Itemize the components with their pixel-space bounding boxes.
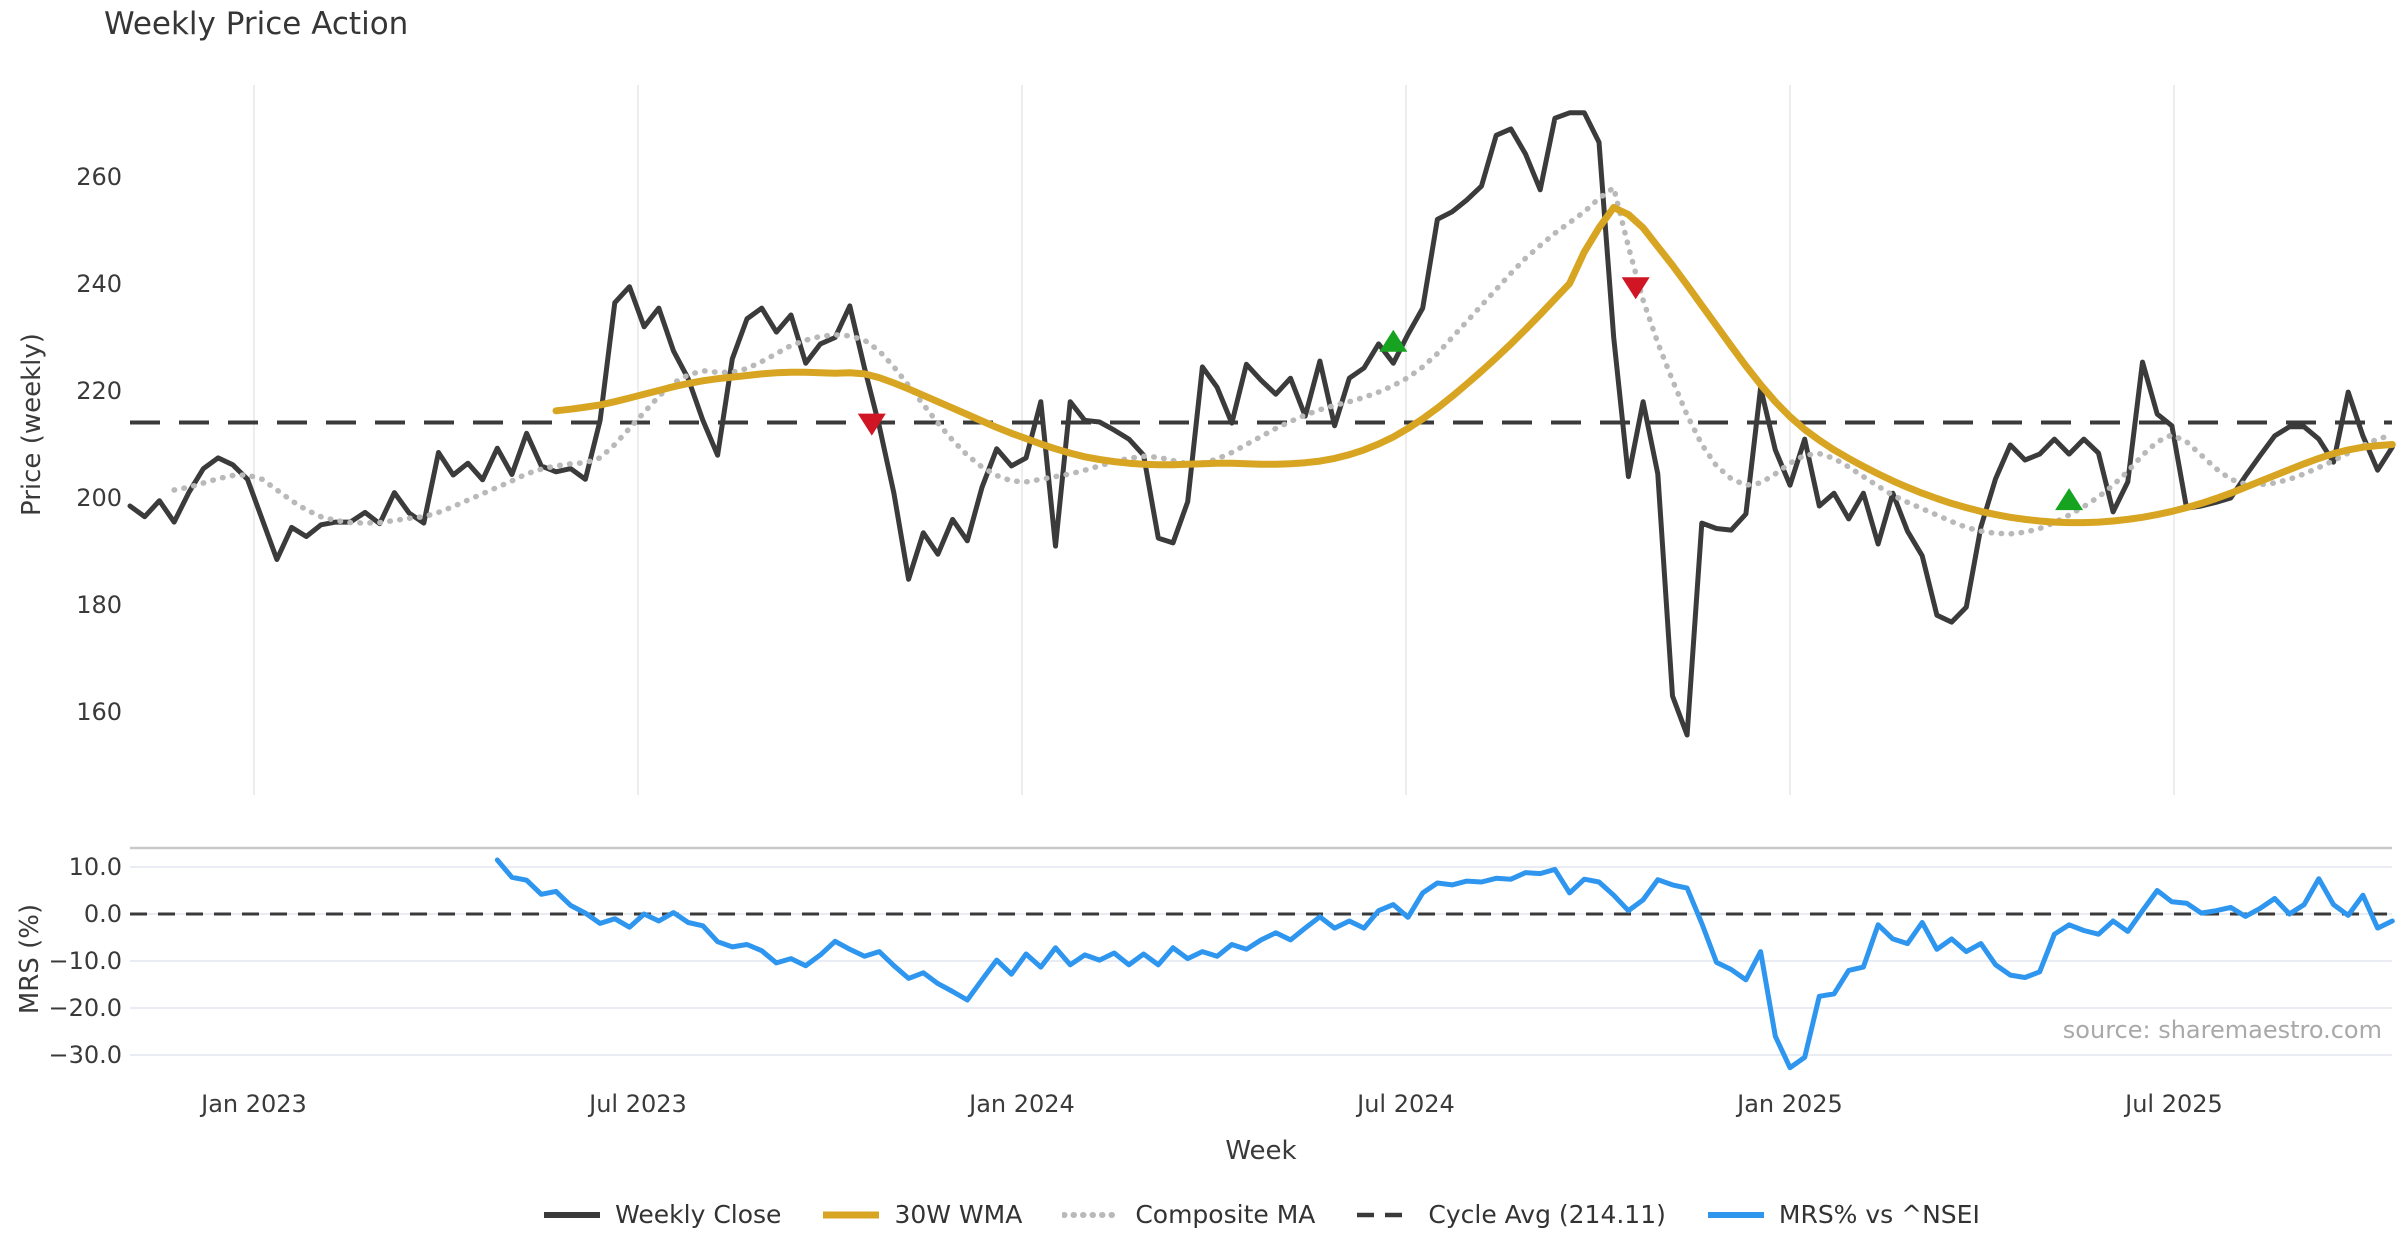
- mrs-tick-label: −30.0: [48, 1041, 122, 1069]
- chart-title: Weekly Price Action: [104, 6, 409, 42]
- legend-swatch: [1707, 1211, 1764, 1218]
- legend-label: Composite MA: [1135, 1200, 1316, 1229]
- mrs-tick-label: −10.0: [48, 947, 122, 975]
- x-tick-label: Jan 2025: [1737, 1090, 1843, 1118]
- x-tick-label: Jul 2024: [1357, 1090, 1455, 1118]
- sell-signal-marker: [1621, 277, 1650, 300]
- legend-label: MRS% vs ^NSEI: [1778, 1200, 1980, 1229]
- price-tick-label: 240: [76, 270, 122, 298]
- buy-signal-marker: [1379, 329, 1408, 352]
- legend-swatch: [823, 1211, 880, 1218]
- x-axis-title: Week: [1225, 1136, 1297, 1166]
- mrs-tick-label: 0.0: [83, 900, 122, 928]
- price-tick-label: 160: [76, 698, 122, 726]
- x-tick-label: Jan 2024: [969, 1090, 1075, 1118]
- legend-item: 30W WMA: [821, 1200, 1022, 1229]
- mrs-tick-label: 10.0: [68, 853, 122, 881]
- legend-item: Cycle Avg (214.11): [1355, 1200, 1666, 1229]
- legend-label: Cycle Avg (214.11): [1428, 1200, 1666, 1229]
- buy-signal-marker: [2055, 488, 2084, 511]
- price-tick-label: 180: [76, 591, 122, 619]
- legend-label: 30W WMA: [894, 1200, 1023, 1229]
- legend: Weekly Close 30W WMA Composite MA Cycle Avg…: [130, 1200, 2392, 1229]
- legend-item: Composite MA: [1062, 1200, 1315, 1229]
- weekly-close-line: [127, 110, 2395, 738]
- price-tick-label: 260: [76, 163, 122, 191]
- x-tick-label: Jan 2023: [201, 1090, 307, 1118]
- price-tick-label: 220: [76, 377, 122, 405]
- sell-signal-marker: [857, 413, 886, 436]
- x-tick-label: Jul 2023: [589, 1090, 687, 1118]
- price-tick-label: 200: [76, 484, 122, 512]
- legend-label: Weekly Close: [615, 1200, 782, 1229]
- legend-swatch: [544, 1211, 601, 1218]
- legend-item: Weekly Close: [542, 1200, 781, 1229]
- source-attribution: source: sharemaestro.com: [2062, 1016, 2382, 1044]
- composite-ma-line: [171, 184, 2396, 537]
- mrs-line: [494, 857, 2395, 1071]
- mrs-tick-label: −20.0: [48, 994, 122, 1022]
- wma30-line: [552, 204, 2396, 527]
- legend-swatch: [1062, 1211, 1123, 1218]
- x-tick-label: Jul 2025: [2125, 1090, 2223, 1118]
- legend-swatch: [1357, 1212, 1414, 1217]
- legend-item: MRS% vs ^NSEI: [1706, 1200, 1980, 1229]
